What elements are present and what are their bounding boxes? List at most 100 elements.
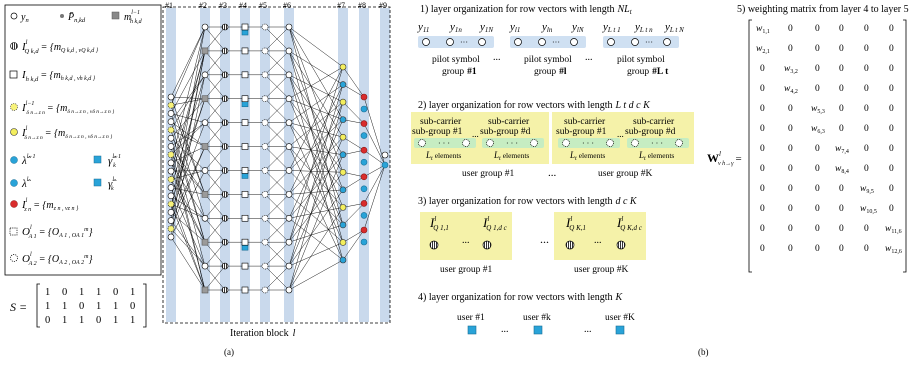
input-node: [167, 225, 175, 233]
input-node: [167, 192, 175, 200]
network-edge: [204, 50, 226, 75]
oa-node: [261, 191, 269, 198]
network-edge: [342, 176, 365, 191]
network-edge: [170, 129, 206, 147]
subcarrier-node: [606, 139, 614, 147]
matrix-s-cell: 1: [130, 287, 135, 298]
subcarrier-node: [462, 139, 470, 147]
idy-node: [339, 133, 347, 141]
network-edge: [264, 146, 290, 171]
network-edge: [170, 187, 206, 195]
legend-lambda-prev: λ̂l−1: [21, 154, 35, 167]
weight-zero: 0: [760, 104, 765, 114]
q-user-group-k-label: user group #K: [574, 265, 628, 275]
weight-title: 5) weighting matrix from layer 4 to laye…: [737, 4, 909, 15]
network-edge: [170, 170, 206, 180]
user-group-k-label: user group #K: [598, 169, 652, 179]
layer-label: #4: [239, 1, 247, 10]
mh-node: [201, 191, 209, 198]
input-node: [167, 208, 175, 216]
network-edge: [288, 122, 344, 138]
network-edge: [170, 50, 206, 114]
network-edge: [288, 74, 344, 261]
weight-zero: 0: [839, 184, 844, 194]
input-node: [167, 151, 175, 158]
gamma-icon: [93, 178, 102, 187]
network-edge: [204, 170, 226, 195]
network-edge: [170, 74, 206, 122]
weight-bracket-left: [748, 19, 752, 273]
network-edge: [204, 218, 226, 243]
network-edge: [342, 203, 365, 226]
subcarrier-node: [530, 139, 538, 147]
network-diagram: #1 #2 #3 #4 #5 #6 #7 #8 #9 Iteration block l (a): [162, 1, 391, 357]
weight-zero: 0: [788, 124, 793, 134]
pilot-symbol-node: [422, 38, 430, 46]
idy-node: [339, 116, 347, 123]
lambda-node: [360, 238, 368, 246]
oa-node: [261, 23, 269, 31]
pilot-group-label: group #1: [442, 67, 477, 77]
q-ellipsis: ...: [540, 232, 549, 246]
user-label: user #k: [523, 313, 551, 323]
pilot-dots: ···: [460, 38, 468, 47]
subcarrier-dots: · · ·: [506, 139, 518, 148]
network-edge: [204, 194, 226, 219]
q-ellipsis: ...: [594, 235, 602, 246]
pilot-symbol-node: [446, 38, 454, 46]
weight-zero: 0: [815, 84, 820, 94]
pilot-group-label: group #l: [534, 67, 567, 77]
iteration-block-label: Iteration block l: [230, 328, 296, 339]
matrix-s-cell: 1: [62, 301, 67, 312]
oa-node: [261, 214, 269, 222]
network-edge: [288, 26, 344, 173]
weight-entry: w11,6: [885, 224, 902, 235]
iq-icon: [10, 42, 18, 50]
weight-zero: 0: [864, 164, 869, 174]
weight-zero: 0: [788, 204, 793, 214]
network-edge: [288, 137, 344, 195]
subcarrier-title: sub-carrier: [488, 117, 530, 127]
matrix-s-cell: 1: [62, 315, 67, 326]
weight-zero: 0: [788, 144, 793, 154]
layer-band: [284, 8, 294, 322]
matrix-s-cell: 1: [45, 287, 50, 298]
weight-zero: 0: [839, 104, 844, 114]
network-edge: [204, 26, 226, 52]
section3-title: 3) layer organization for row vectors wi…: [418, 196, 638, 207]
pilot-y-first: yL t 1: [602, 21, 621, 34]
user-label: user #1: [457, 313, 485, 323]
network-edge: [288, 154, 344, 219]
network-edge: [288, 84, 344, 267]
mh-node: [201, 238, 209, 246]
weight-zero: 0: [760, 144, 765, 154]
network-edge: [204, 74, 226, 99]
weight-zero: 0: [864, 224, 869, 234]
network-edge: [170, 26, 206, 213]
network-edge: [170, 220, 206, 267]
iz-node: [360, 120, 368, 127]
subcarrier-title: sub-carrier: [564, 117, 606, 127]
matrix-s-cell: 1: [130, 315, 135, 326]
pilot-dots: ···: [645, 38, 653, 47]
layer-label: #2: [199, 1, 207, 10]
subcarrier-title: sub-carrier: [633, 117, 675, 127]
subcarrier-element-box: [482, 138, 544, 148]
yn-node: [201, 71, 209, 79]
matrix-s-cell: 0: [113, 287, 118, 298]
mh-icon: [111, 11, 120, 20]
section2-title: 2) layer organization for row vectors wi…: [418, 100, 651, 111]
pilot-symbol-node: [570, 38, 578, 46]
weight-zero: 0: [889, 204, 894, 214]
network-edge: [170, 98, 206, 205]
subcarrier-elements-label: Lt elements: [493, 150, 529, 162]
subcarrier-node: [418, 139, 426, 147]
input-node: [167, 200, 175, 208]
legend-idy-prev: Il−1 δ n→z n = {mδ n→z n , vδ n→z n }: [21, 101, 115, 116]
input-node: [167, 118, 175, 126]
user-group-ellipsis: ...: [548, 167, 557, 179]
legend-gamma: γ̂l k: [108, 177, 117, 192]
network-edge: [288, 122, 344, 190]
